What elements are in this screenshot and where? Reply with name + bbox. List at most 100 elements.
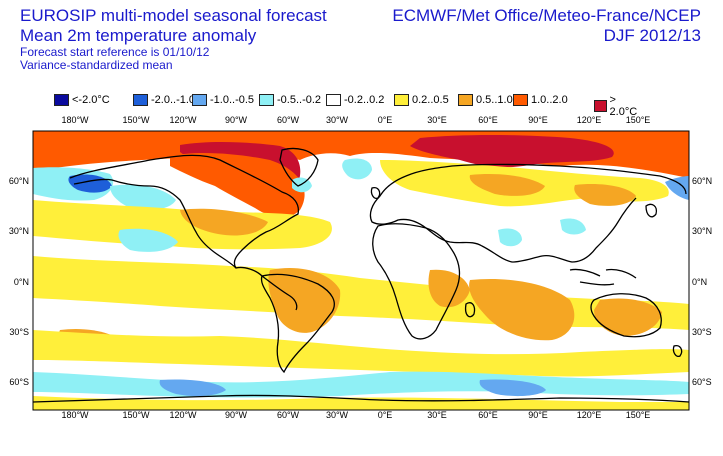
legend-item: -1.0..-0.5	[192, 94, 254, 106]
south-yellow-band	[33, 330, 689, 377]
legend-swatch	[394, 94, 409, 106]
legend-label: 0.5..1.0	[476, 94, 513, 106]
forecast-start: Forecast start reference is 01/10/12	[20, 45, 210, 59]
lon-label-top: 120°W	[169, 115, 197, 125]
legend-swatch	[326, 94, 341, 106]
lon-label-bottom: 60°W	[277, 410, 300, 420]
legend-item: -2.0..-1.0	[133, 94, 195, 106]
source-label: ECMWF/Met Office/Meteo-France/NCEP	[392, 6, 701, 25]
lon-label-bottom: 30°E	[427, 410, 447, 420]
legend-item: <-2.0°C	[54, 94, 110, 106]
antarctic-yellow	[33, 396, 689, 410]
lon-label-top: 30°W	[326, 115, 349, 125]
legend-item: 0.5..1.0	[458, 94, 513, 106]
source-block: ECMWF/Met Office/Meteo-France/NCEP DJF 2…	[392, 6, 701, 46]
legend-swatch	[133, 94, 148, 106]
legend-swatch	[458, 94, 473, 106]
lon-label-top: 0°E	[378, 115, 393, 125]
legend-swatch	[594, 100, 607, 112]
lon-label-bottom: 90°E	[528, 410, 548, 420]
lon-label-bottom: 150°E	[626, 410, 651, 420]
lon-label-bottom: 120°W	[169, 410, 197, 420]
legend-swatch	[192, 94, 207, 106]
legend-item: > 2.0°C	[594, 94, 640, 118]
title-block: EUROSIP multi-model seasonal forecast Me…	[20, 6, 327, 72]
legend-item: -0.2..0.2	[326, 94, 384, 106]
lon-label-top: 30°E	[427, 115, 447, 125]
coast-nz	[672, 344, 683, 358]
coast-madagascar	[464, 302, 476, 318]
coast-africa	[372, 223, 461, 340]
legend-label: > 2.0°C	[609, 94, 638, 118]
lon-label-top: 180°W	[61, 115, 89, 125]
lat-label-right: 60°N	[692, 176, 712, 186]
lat-label-right: 30°S	[692, 327, 712, 337]
southern-cold-patch-2	[479, 379, 546, 397]
lon-label-top: 60°E	[478, 115, 498, 125]
greenland-cool	[292, 177, 312, 193]
northeast-pacific-cool	[665, 176, 689, 200]
east-asia-orange	[574, 184, 636, 206]
asia-cool-patch	[498, 228, 522, 247]
lon-label-bottom: 90°W	[225, 410, 248, 420]
sa-orange	[268, 268, 341, 333]
east-pacific-cool	[110, 184, 176, 210]
coast-australia	[590, 293, 662, 338]
season-label: DJF 2012/13	[603, 26, 701, 45]
coast-indonesia	[569, 268, 637, 286]
asia-orange-1	[469, 174, 545, 196]
southern-cold-patch-1	[159, 379, 226, 397]
indian-ocean-orange	[469, 278, 575, 341]
coast-greenland	[279, 147, 319, 187]
lon-label-bottom: 30°W	[326, 410, 349, 420]
map-frame	[32, 130, 690, 411]
lon-label-bottom: 0°E	[378, 410, 393, 420]
arctic-hot-siberia	[410, 135, 614, 168]
legend-label: 1.0..2.0	[531, 94, 568, 106]
legend-swatch	[513, 94, 528, 106]
pacific-cool-1	[118, 228, 178, 252]
lat-label-left: 60°S	[9, 377, 29, 387]
legend-label: <-2.0°C	[72, 94, 110, 106]
legend-swatch	[54, 94, 69, 106]
legend-label: -0.5..-0.2	[277, 94, 322, 106]
legend-item: 1.0..2.0	[513, 94, 568, 106]
legend-label: 0.2..0.5	[412, 94, 449, 106]
lon-label-bottom: 60°E	[478, 410, 498, 420]
lon-label-bottom: 180°W	[61, 410, 89, 420]
graticule-ticks: 180°W 180°W 150°W 150°W 120°W 120°W 90°W 90°W 60…	[9, 115, 712, 420]
lon-label-top: 150°W	[122, 115, 150, 125]
coastlines	[33, 147, 689, 403]
coast-uk	[370, 186, 381, 200]
alaska-cold-core	[68, 174, 112, 193]
lon-label-top: 60°W	[277, 115, 300, 125]
lon-label-top: 150°E	[626, 115, 651, 125]
legend-item: -0.5..-0.2	[259, 94, 321, 106]
legend-label: -0.2..0.2	[344, 94, 385, 106]
lat-label-right: 60°S	[692, 377, 712, 387]
coast-europe-asia	[369, 163, 687, 263]
legend-label: -2.0..-1.0	[151, 94, 196, 106]
coast-north-america	[69, 154, 300, 311]
atlantic-cool	[342, 158, 372, 180]
lat-label-left: 30°S	[9, 327, 29, 337]
lon-label-top: 90°E	[528, 115, 548, 125]
coast-antarctica	[33, 394, 689, 403]
canada-warm	[170, 153, 305, 218]
coast-south-america	[260, 273, 335, 374]
map-variable: Mean 2m temperature anomaly	[20, 26, 257, 45]
legend-item: 0.2..0.5	[394, 94, 449, 106]
lon-label-top: 90°W	[225, 115, 248, 125]
coast-japan	[645, 203, 658, 218]
lat-label-right: 30°N	[692, 226, 712, 236]
lat-label-left: 0°N	[14, 277, 29, 287]
lat-label-left: 60°N	[9, 176, 29, 186]
asia-cool-patch-2	[560, 218, 586, 235]
legend-swatch	[259, 94, 274, 106]
map-title: EUROSIP multi-model seasonal forecast	[20, 6, 327, 25]
method-note: Variance-standardized mean	[20, 58, 173, 72]
lon-label-bottom: 120°E	[577, 410, 602, 420]
us-orange	[180, 208, 268, 236]
lat-label-right: 0°N	[692, 277, 707, 287]
